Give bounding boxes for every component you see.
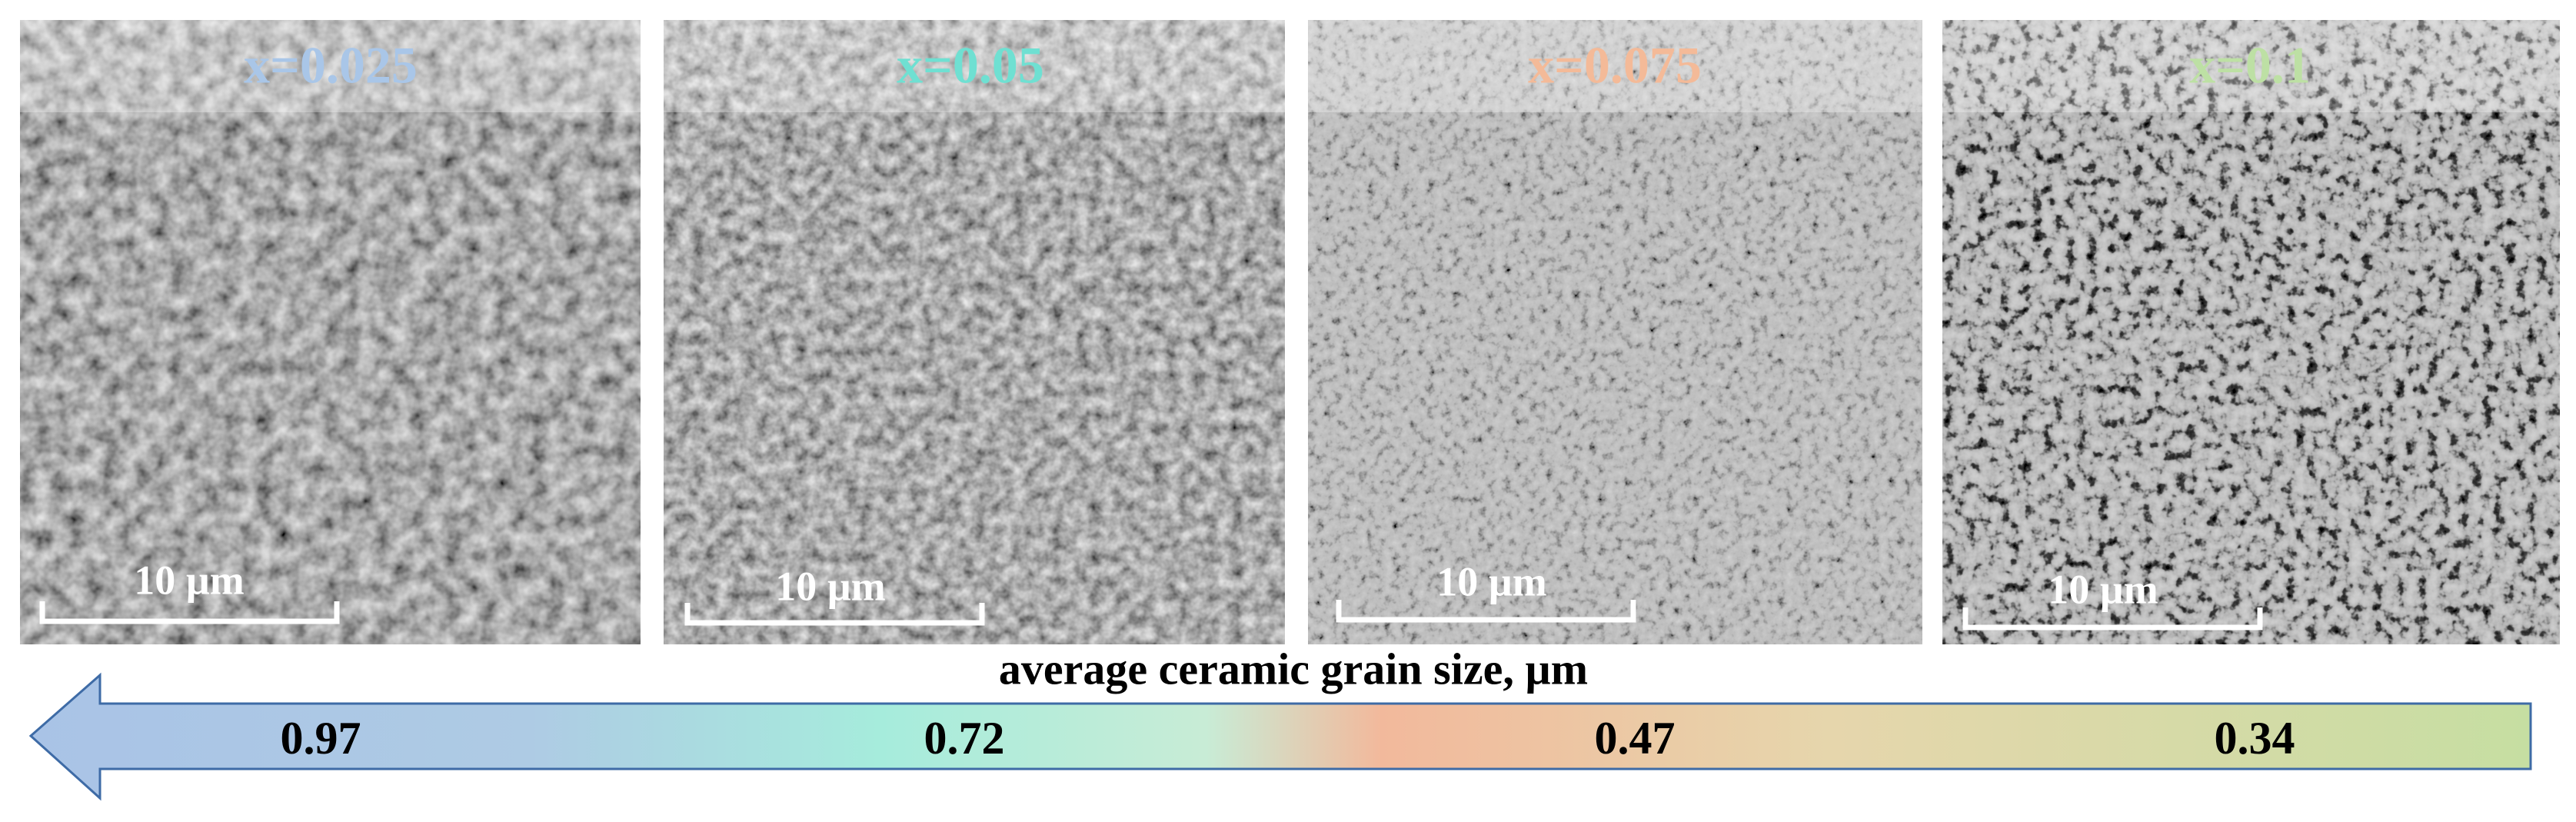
label-band xyxy=(664,20,1285,112)
panel-label: x=0.025 xyxy=(244,36,418,95)
grain-size-value: 0.72 xyxy=(924,713,1005,764)
sem-image xyxy=(1942,20,2560,644)
sem-panel: x=0.1 10 µm xyxy=(1942,20,2560,644)
label-band xyxy=(1308,20,1922,112)
scale-bar-label: 10 µm xyxy=(134,557,245,603)
scale-bar xyxy=(1336,600,1636,623)
label-band xyxy=(1942,20,2560,112)
arrow xyxy=(28,672,2532,801)
scale-bar xyxy=(684,603,985,626)
panel-label: x=0.075 xyxy=(1528,36,1702,95)
scale-bar-label: 10 µm xyxy=(1436,558,1547,604)
arrow-title: average ceramic grain size, µm xyxy=(999,644,1588,694)
label-band xyxy=(20,20,641,112)
sem-panel: x=0.05 10 µm xyxy=(664,20,1285,644)
grain-size-value: 0.97 xyxy=(281,713,361,764)
panel-label: x=0.05 xyxy=(897,36,1044,95)
scale-bar xyxy=(39,601,340,624)
sem-panel: x=0.075 10 µm xyxy=(1308,20,1922,644)
sem-image xyxy=(664,20,1285,644)
scale-bar xyxy=(1962,607,2263,631)
grain-size-value: 0.34 xyxy=(2215,713,2295,764)
grain-size-arrow: average ceramic grain size, µm 0.97 0.72… xyxy=(28,644,2532,801)
sem-panel: x=0.025 10 µm xyxy=(20,20,641,644)
scale-bar-label: 10 µm xyxy=(2048,566,2158,612)
grain-size-value: 0.47 xyxy=(1595,713,1676,764)
sem-image xyxy=(1308,20,1922,644)
panel-label: x=0.1 xyxy=(2189,36,2311,95)
scale-bar-label: 10 µm xyxy=(775,563,886,609)
sem-image xyxy=(20,20,641,644)
